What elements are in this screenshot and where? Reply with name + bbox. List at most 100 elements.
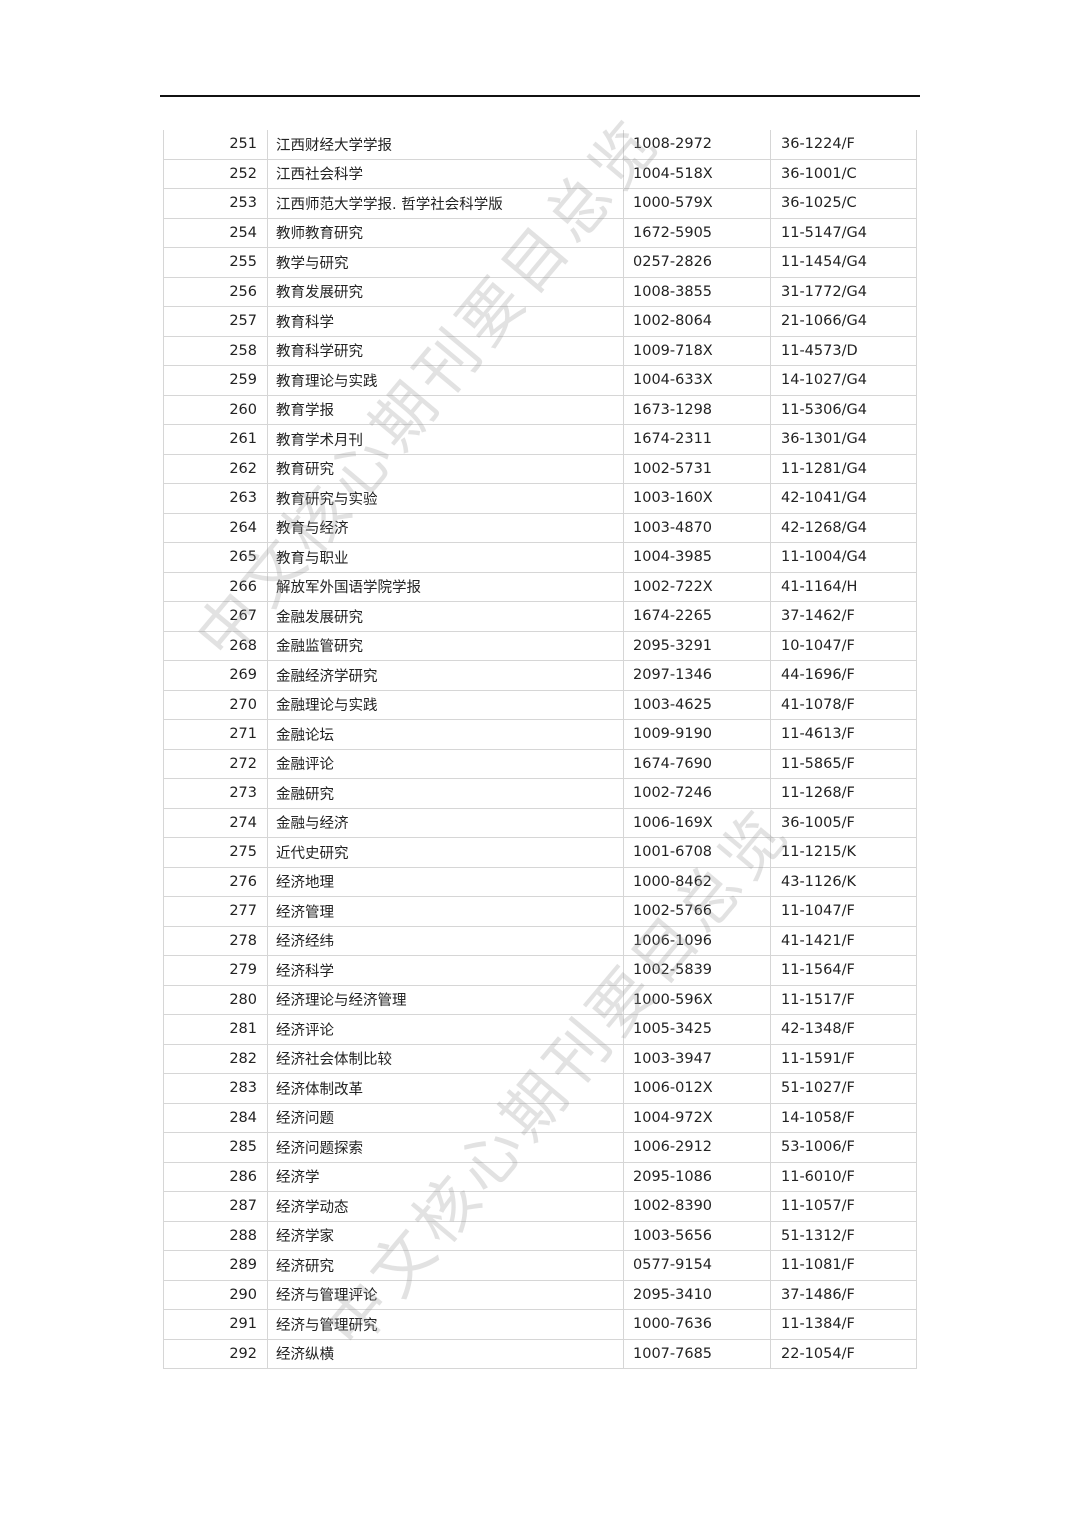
- table-row: 292 经济纵横 1007-7685 22-1054/F: [163, 1338, 917, 1369]
- issn: 0257-2826: [623, 247, 771, 278]
- table-row: 280 经济理论与经济管理 1000-596X 11-1517/F: [163, 984, 917, 1015]
- issn: 1004-3985: [623, 542, 771, 573]
- journal-name: 江西师范大学学报. 哲学社会科学版: [267, 188, 624, 219]
- cn-number: 31-1772/G4: [770, 276, 917, 307]
- table-row: 264 教育与经济 1003-4870 42-1268/G4: [163, 512, 917, 543]
- cn-number: 51-1312/F: [770, 1220, 917, 1251]
- cn-number: 36-1001/C: [770, 158, 917, 189]
- row-number: 253: [163, 188, 268, 219]
- cn-number: 36-1005/F: [770, 807, 917, 838]
- table-row: 266 解放军外国语学院学报 1002-722X 41-1164/H: [163, 571, 917, 602]
- table-row: 260 教育学报 1673-1298 11-5306/G4: [163, 394, 917, 425]
- journal-name: 经济纵横: [267, 1338, 624, 1369]
- issn: 2095-3291: [623, 630, 771, 661]
- row-number: 285: [163, 1132, 268, 1163]
- issn: 1006-169X: [623, 807, 771, 838]
- journal-name: 经济地理: [267, 866, 624, 897]
- issn: 2095-1086: [623, 1161, 771, 1192]
- cn-number: 21-1066/G4: [770, 306, 917, 337]
- issn: 1003-4870: [623, 512, 771, 543]
- journal-name: 经济问题探索: [267, 1132, 624, 1163]
- journal-table: 251 江西财经大学学报 1008-2972 36-1224/F 252 江西社会科学 10…: [163, 130, 917, 1369]
- cn-number: 36-1224/F: [770, 130, 917, 160]
- journal-name: 金融论坛: [267, 719, 624, 750]
- journal-name: 金融研究: [267, 778, 624, 809]
- issn: 1002-5766: [623, 896, 771, 927]
- cn-number: 51-1027/F: [770, 1073, 917, 1104]
- journal-name: 教育科学: [267, 306, 624, 337]
- table-row: 256 教育发展研究 1008-3855 31-1772/G4: [163, 276, 917, 307]
- cn-number: 42-1348/F: [770, 1014, 917, 1045]
- cn-number: 11-1268/F: [770, 778, 917, 809]
- table-row: 270 金融理论与实践 1003-4625 41-1078/F: [163, 689, 917, 720]
- cn-number: 11-5865/F: [770, 748, 917, 779]
- cn-number: 22-1054/F: [770, 1338, 917, 1369]
- journal-name: 近代史研究: [267, 837, 624, 868]
- journal-name: 教育与职业: [267, 542, 624, 573]
- table-row: 265 教育与职业 1004-3985 11-1004/G4: [163, 542, 917, 573]
- row-number: 292: [163, 1338, 268, 1369]
- row-number: 288: [163, 1220, 268, 1251]
- table-row: 261 教育学术月刊 1674-2311 36-1301/G4: [163, 424, 917, 455]
- cn-number: 36-1025/C: [770, 188, 917, 219]
- journal-name: 经济管理: [267, 896, 624, 927]
- issn: 1007-7685: [623, 1338, 771, 1369]
- table-row: 272 金融评论 1674-7690 11-5865/F: [163, 748, 917, 779]
- row-number: 291: [163, 1309, 268, 1340]
- issn: 0577-9154: [623, 1250, 771, 1281]
- row-number: 275: [163, 837, 268, 868]
- table-row: 286 经济学 2095-1086 11-6010/F: [163, 1161, 917, 1192]
- journal-name: 金融经济学研究: [267, 660, 624, 691]
- journal-name: 经济问题: [267, 1102, 624, 1133]
- row-number: 268: [163, 630, 268, 661]
- journal-name: 教育学报: [267, 394, 624, 425]
- row-number: 254: [163, 217, 268, 248]
- journal-name: 教育科学研究: [267, 335, 624, 366]
- journal-name: 经济学家: [267, 1220, 624, 1251]
- cn-number: 11-1517/F: [770, 984, 917, 1015]
- table-row: 283 经济体制改革 1006-012X 51-1027/F: [163, 1073, 917, 1104]
- header-rule: [160, 95, 920, 97]
- issn: 1002-8390: [623, 1191, 771, 1222]
- table-row: 285 经济问题探索 1006-2912 53-1006/F: [163, 1132, 917, 1163]
- table-row: 268 金融监管研究 2095-3291 10-1047/F: [163, 630, 917, 661]
- row-number: 265: [163, 542, 268, 573]
- table-row: 263 教育研究与实验 1003-160X 42-1041/G4: [163, 483, 917, 514]
- table-row: 289 经济研究 0577-9154 11-1081/F: [163, 1250, 917, 1281]
- row-number: 273: [163, 778, 268, 809]
- issn: 1000-8462: [623, 866, 771, 897]
- issn: 1006-2912: [623, 1132, 771, 1163]
- table-row: 276 经济地理 1000-8462 43-1126/K: [163, 866, 917, 897]
- row-number: 274: [163, 807, 268, 838]
- journal-name: 经济体制改革: [267, 1073, 624, 1104]
- table-row: 271 金融论坛 1009-9190 11-4613/F: [163, 719, 917, 750]
- cn-number: 37-1462/F: [770, 601, 917, 632]
- cn-number: 11-4573/D: [770, 335, 917, 366]
- row-number: 272: [163, 748, 268, 779]
- cn-number: 11-1057/F: [770, 1191, 917, 1222]
- journal-name: 经济理论与经济管理: [267, 984, 624, 1015]
- cn-number: 11-1454/G4: [770, 247, 917, 278]
- journal-name: 教师教育研究: [267, 217, 624, 248]
- journal-name: 解放军外国语学院学报: [267, 571, 624, 602]
- issn: 1002-5731: [623, 453, 771, 484]
- table-row: 277 经济管理 1002-5766 11-1047/F: [163, 896, 917, 927]
- cn-number: 41-1164/H: [770, 571, 917, 602]
- cn-number: 44-1696/F: [770, 660, 917, 691]
- row-number: 259: [163, 365, 268, 396]
- row-number: 269: [163, 660, 268, 691]
- table-row: 255 教学与研究 0257-2826 11-1454/G4: [163, 247, 917, 278]
- journal-name: 金融监管研究: [267, 630, 624, 661]
- table-row: 253 江西师范大学学报. 哲学社会科学版 1000-579X 36-1025/C: [163, 188, 917, 219]
- row-number: 284: [163, 1102, 268, 1133]
- issn: 1003-4625: [623, 689, 771, 720]
- cn-number: 11-1564/F: [770, 955, 917, 986]
- journal-name: 教育与经济: [267, 512, 624, 543]
- issn: 1006-012X: [623, 1073, 771, 1104]
- cn-number: 11-4613/F: [770, 719, 917, 750]
- journal-name: 经济研究: [267, 1250, 624, 1281]
- cn-number: 14-1027/G4: [770, 365, 917, 396]
- table-row: 274 金融与经济 1006-169X 36-1005/F: [163, 807, 917, 838]
- cn-number: 53-1006/F: [770, 1132, 917, 1163]
- row-number: 261: [163, 424, 268, 455]
